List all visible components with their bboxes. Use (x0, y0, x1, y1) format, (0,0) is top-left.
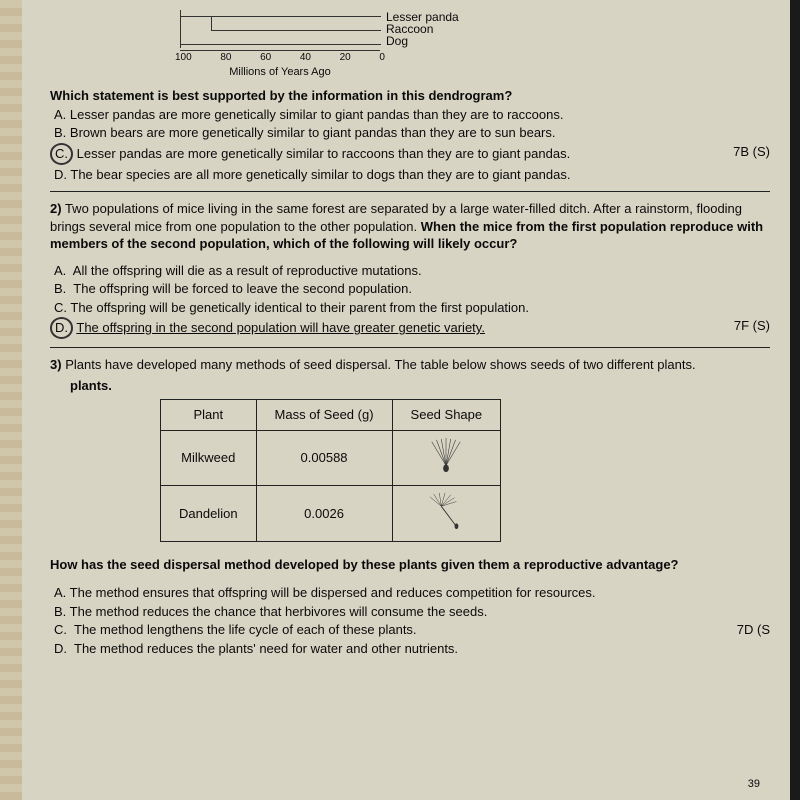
q1-opt-a-text: Lesser pandas are more genetically simil… (70, 107, 564, 122)
q1-stem: Which statement is best supported by the… (50, 87, 770, 105)
q3-followup: How has the seed dispersal method develo… (50, 556, 770, 574)
q1-opt-c: C. Lesser pandas are more genetically si… (54, 143, 770, 165)
seed-table: Plant Mass of Seed (g) Seed Shape Milkwe… (160, 399, 501, 542)
table-cell: Dandelion (161, 486, 257, 542)
axis-tick: 20 (340, 51, 351, 65)
dendrogram-tree (180, 10, 380, 48)
axis-tick: 60 (260, 51, 271, 65)
q2-opt-c: C. The offspring will be genetically ide… (54, 299, 770, 317)
dandelion-seed-icon (421, 492, 471, 530)
axis-tick: 40 (300, 51, 311, 65)
seed-shape-cell (392, 430, 501, 486)
axis-tick: 80 (220, 51, 231, 65)
page-number: 39 (748, 777, 760, 792)
q2-opt-a-text: All the offspring will die as a result o… (73, 263, 422, 278)
q2-opt-d-text: The offspring in the second population w… (76, 320, 485, 335)
q3-number: 3) (50, 357, 62, 372)
q2-opt-c-text: The offspring will be genetically identi… (70, 300, 529, 315)
q3-opt-b: B. The method reduces the chance that he… (54, 603, 770, 621)
divider (50, 191, 770, 192)
divider (50, 347, 770, 348)
q1-code: 7B (S) (733, 143, 770, 161)
table-cell: 0.0026 (256, 486, 392, 542)
q2-number: 2) (50, 201, 62, 216)
table-row: Dandelion 0.0026 (161, 486, 501, 542)
table-header: Plant (161, 400, 257, 431)
milkweed-seed-icon (421, 437, 471, 475)
q1-opt-b-text: Brown bears are more genetically similar… (70, 125, 556, 140)
q3-opt-c: C. The method lengthens the life cycle o… (54, 621, 770, 639)
q1-opt-b: B. Brown bears are more genetically simi… (54, 124, 770, 142)
q2-opt-b: B. The offspring will be forced to leave… (54, 280, 770, 298)
table-cell: Milkweed (161, 430, 257, 486)
dendrogram-axis: 100 80 60 40 20 0 Millions of Years Ago (180, 50, 380, 79)
q3-opt-a: A. The method ensures that offspring wil… (54, 584, 770, 602)
q3-opt-c-text: The method lengthens the life cycle of e… (74, 622, 417, 637)
q1-opt-d: D. The bear species are all more genetic… (54, 166, 770, 184)
q3-opt-d-text: The method reduces the plants' need for … (74, 641, 458, 656)
q2-opt-b-text: The offspring will be forced to leave th… (73, 281, 412, 296)
q2-block: 2) Two populations of mice living in the… (50, 200, 770, 253)
table-header: Mass of Seed (g) (256, 400, 392, 431)
dendro-label: Dog (386, 35, 459, 47)
axis-tick: 100 (175, 51, 192, 65)
q3-opt-b-text: The method reduces the chance that herbi… (70, 604, 488, 619)
q1-opt-a: A. Lesser pandas are more genetically si… (54, 106, 770, 124)
circled-answer-icon: D. (50, 317, 73, 339)
q2-opt-d: D. The offspring in the second populatio… (54, 317, 770, 339)
q3-code: 7D (S (737, 621, 770, 639)
q1-opt-c-text: Lesser pandas are more genetically simil… (77, 146, 571, 161)
q3-stem: Plants have developed many methods of se… (65, 357, 695, 372)
axis-tick: 0 (379, 51, 385, 65)
q2-opt-a: A. All the offspring will die as a resul… (54, 262, 770, 280)
table-row: Milkweed 0.00588 (161, 430, 501, 486)
seed-shape-cell (392, 486, 501, 542)
axis-label: Millions of Years Ago (180, 65, 380, 80)
circled-answer-icon: C. (50, 143, 73, 165)
q3-opt-a-text: The method ensures that offspring will b… (70, 585, 596, 600)
q2-code: 7F (S) (734, 317, 770, 335)
q3-plants-label: plants. (70, 377, 112, 395)
dendrogram-fragment: Lesser panda Raccoon Dog 100 80 60 40 20… (180, 10, 770, 79)
q3-opt-d: D. The method reduces the plants' need f… (54, 640, 770, 658)
table-header: Seed Shape (392, 400, 501, 431)
q1-opt-d-text: The bear species are all more geneticall… (70, 167, 570, 182)
table-cell: 0.00588 (256, 430, 392, 486)
q3-block: 3) Plants have developed many methods of… (50, 356, 770, 374)
